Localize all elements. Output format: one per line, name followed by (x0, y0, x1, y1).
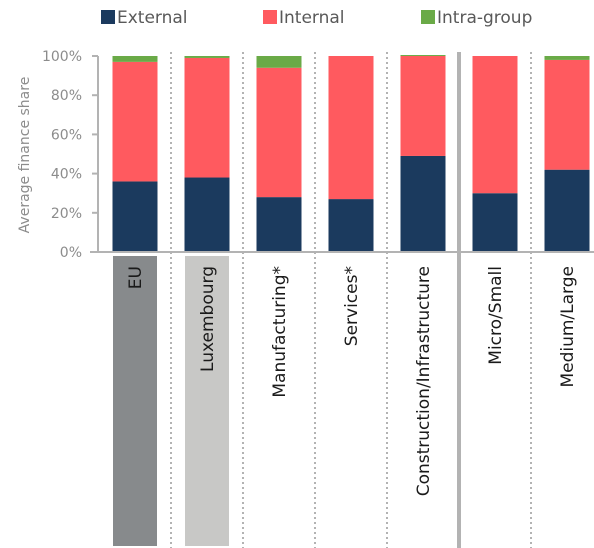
highlight-luxembourg (185, 256, 229, 546)
bars (112, 55, 590, 252)
legend-label-external: External (117, 8, 188, 28)
category-label-construction-infrastructure: Construction/Infrastructure (414, 266, 434, 496)
legend-swatch-intra-group (421, 10, 435, 24)
bar-medium-large-intra-group (544, 56, 590, 60)
legend-swatch-internal (263, 10, 277, 24)
category-label-medium-large: Medium/Large (558, 266, 578, 388)
bar-luxembourg-intra-group (184, 56, 230, 58)
bar-micro-small-external (472, 193, 518, 252)
bar-services-external (328, 199, 374, 252)
y-tick-label: 100% (42, 49, 82, 65)
y-tick-label: 80% (51, 88, 82, 104)
bar-manufacturing-external (256, 197, 302, 252)
bar-construction-infrastructure-intra-group (400, 55, 446, 56)
legend-swatch-external (101, 10, 115, 24)
legend: External Internal Intra-group (101, 8, 532, 28)
category-label-services: Services* (342, 266, 362, 346)
axes: 0% 20% 40% 60% 80% 100% (42, 49, 594, 261)
category-labels: EU Luxembourg Manufacturing* Services* Const… (126, 266, 578, 496)
category-label-luxembourg: Luxembourg (198, 266, 218, 372)
bar-medium-large-internal (544, 59, 590, 170)
bar-construction-infrastructure-external (400, 155, 446, 252)
legend-label-internal: Internal (279, 8, 345, 28)
bar-luxembourg-external (184, 177, 230, 252)
category-label-manufacturing: Manufacturing* (270, 266, 290, 398)
category-highlights (113, 256, 229, 546)
y-tick-label: 20% (51, 206, 82, 222)
bar-services-internal (328, 56, 374, 200)
y-tick-label: 60% (51, 127, 82, 143)
bar-medium-large-external (544, 169, 590, 252)
bar-eu-internal (112, 61, 158, 182)
category-label-micro-small: Micro/Small (486, 266, 506, 365)
bar-manufacturing-internal (256, 67, 302, 198)
bar-luxembourg-internal (184, 57, 230, 178)
category-label-eu: EU (126, 266, 146, 289)
group-separators (170, 52, 532, 548)
bar-manufacturing-intra-group (256, 56, 302, 68)
bar-construction-infrastructure-internal (400, 56, 446, 156)
legend-label-intra-group: Intra-group (437, 8, 532, 28)
bar-eu-intra-group (112, 56, 158, 62)
y-axis-label: Average finance share (17, 77, 33, 234)
y-tick-label: 0% (60, 245, 82, 261)
y-tick-label: 40% (51, 167, 82, 183)
highlight-eu (113, 256, 157, 546)
bar-micro-small-internal (472, 56, 518, 194)
bar-eu-external (112, 181, 158, 252)
